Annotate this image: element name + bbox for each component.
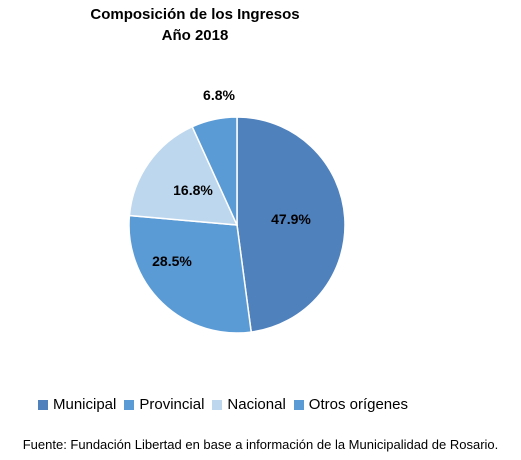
pie-slice-otros-or-genes (191, 116, 238, 226)
legend-label: Municipal (53, 396, 117, 413)
legend-swatch (38, 399, 48, 410)
legend-label: Otros orígenes (308, 396, 408, 413)
legend-item: Nacional (212, 396, 286, 413)
legend-label: Provincial (139, 396, 205, 413)
slice-value-label: 28.5% (152, 253, 192, 269)
pie-slice-municipal (236, 116, 346, 333)
chart-subtitle: Año 2018 (161, 27, 229, 44)
legend-item: Municipal (38, 396, 116, 413)
legend-swatch (212, 399, 223, 410)
pie-slice-nacional (128, 125, 239, 226)
legend-swatch (293, 399, 304, 410)
chart-legend: Municipal Provincial Nacional Otros orígene… (38, 396, 416, 413)
slice-value-label: 6.8% (203, 87, 235, 103)
slice-value-label: 16.8% (173, 182, 213, 198)
legend-label: Nacional (227, 396, 286, 413)
slice-value-label: 47.9% (271, 211, 311, 227)
legend-item: Otros orígenes (293, 396, 408, 413)
pie-slice-provincial (128, 214, 253, 334)
legend-item: Provincial (124, 396, 204, 413)
chart-title: Composición de los Ingresos (90, 6, 300, 23)
source-note: Fuente: Fundación Libertad en base a inf… (22, 437, 499, 452)
legend-swatch (124, 399, 135, 410)
